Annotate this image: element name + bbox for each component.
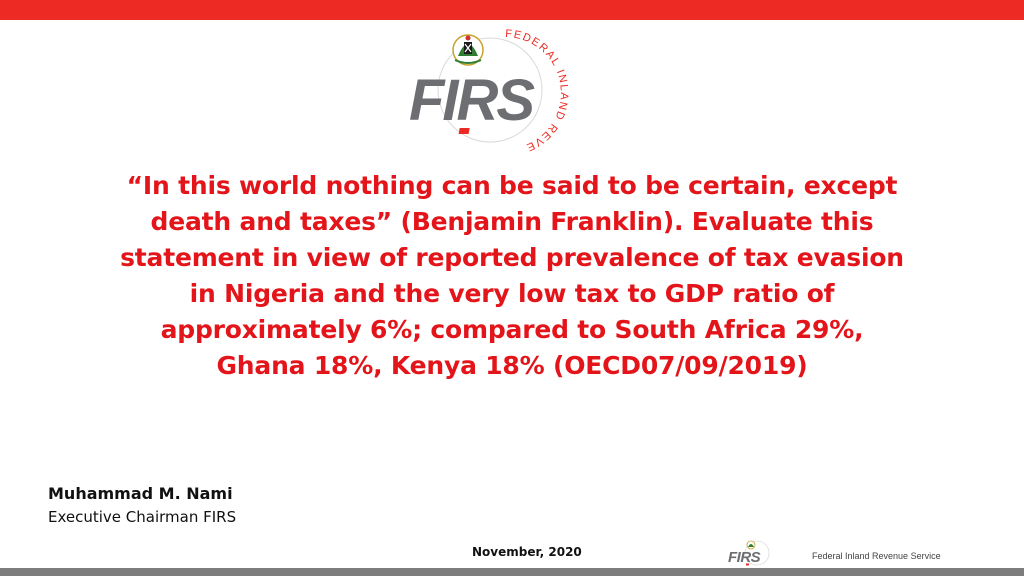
author-name: Muhammad M. Nami (48, 484, 233, 503)
footer-firs-logo: FIRS (728, 540, 770, 566)
author-title: Executive Chairman FIRS (48, 508, 237, 526)
logo-wordmark: FIRS (409, 68, 535, 133)
presentation-date: November, 2020 (472, 545, 582, 559)
quote-line: approximately 6%; compared to South Afri… (160, 315, 864, 344)
bottom-accent-bar (0, 568, 1024, 576)
firs-logo: FIRS FEDERAL INLAND REVENUE SERVICE (405, 24, 569, 152)
footer-logo-wordmark: FIRS (728, 549, 761, 566)
coat-of-arms-icon (452, 34, 484, 66)
quote-line: Ghana 18%, Kenya 18% (OECD07/09/2019) (216, 351, 808, 380)
quote-line: in Nigeria and the very low tax to GDP r… (189, 279, 835, 308)
top-accent-bar (0, 0, 1024, 20)
footer-org-name: Federal Inland Revenue Service (812, 551, 941, 561)
quote-line: “In this world nothing can be said to be… (126, 171, 898, 200)
quote-line: statement in view of reported prevalence… (120, 243, 904, 272)
quote-line: death and taxes” (Benjamin Franklin). Ev… (150, 207, 874, 236)
essay-question: “In this world nothing can be said to be… (92, 168, 932, 384)
